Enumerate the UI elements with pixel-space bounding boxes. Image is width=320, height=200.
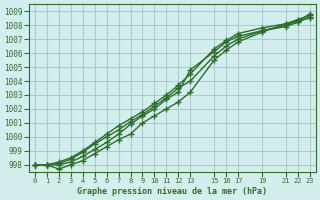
X-axis label: Graphe pression niveau de la mer (hPa): Graphe pression niveau de la mer (hPa) [77, 187, 268, 196]
